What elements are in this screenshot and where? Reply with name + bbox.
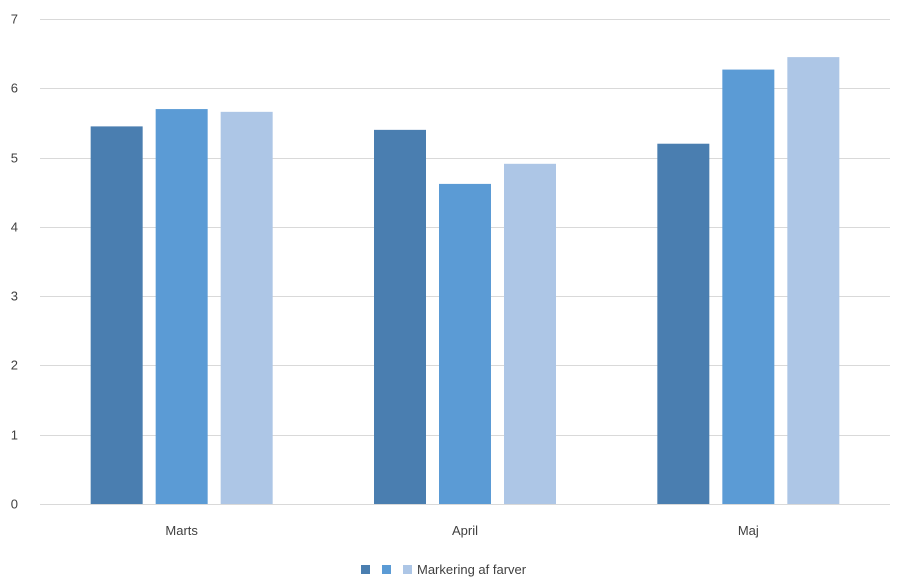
legend: Markering af farver <box>361 562 527 577</box>
y-axis-ticks: 0 1 2 3 4 5 6 7 <box>11 12 18 512</box>
bar-marts-series-2 <box>156 109 208 504</box>
y-tick-label: 7 <box>11 12 18 27</box>
y-tick-label: 0 <box>11 497 18 512</box>
x-axis-categories: Marts April Maj <box>165 523 758 538</box>
x-category-label: April <box>452 523 478 538</box>
y-tick-label: 4 <box>11 220 18 235</box>
bar-maj-series-3 <box>787 57 839 504</box>
bar-maj-series-2 <box>722 70 774 504</box>
legend-swatch <box>382 565 391 574</box>
y-tick-label: 3 <box>11 289 18 304</box>
x-category-label: Marts <box>165 523 198 538</box>
bars <box>91 57 840 504</box>
legend-swatch <box>403 565 412 574</box>
bar-maj-series-1 <box>657 144 709 504</box>
y-tick-label: 6 <box>11 81 18 96</box>
legend-label: Markering af farver <box>417 562 527 577</box>
bar-marts-series-3 <box>221 112 273 504</box>
bar-april-series-2 <box>439 184 491 504</box>
x-category-label: Maj <box>738 523 759 538</box>
bar-april-series-3 <box>504 164 556 504</box>
y-tick-label: 5 <box>11 151 18 166</box>
legend-swatch <box>361 565 370 574</box>
y-tick-label: 1 <box>11 428 18 443</box>
bar-marts-series-1 <box>91 126 143 504</box>
y-tick-label: 2 <box>11 358 18 373</box>
bar-april-series-1 <box>374 130 426 504</box>
